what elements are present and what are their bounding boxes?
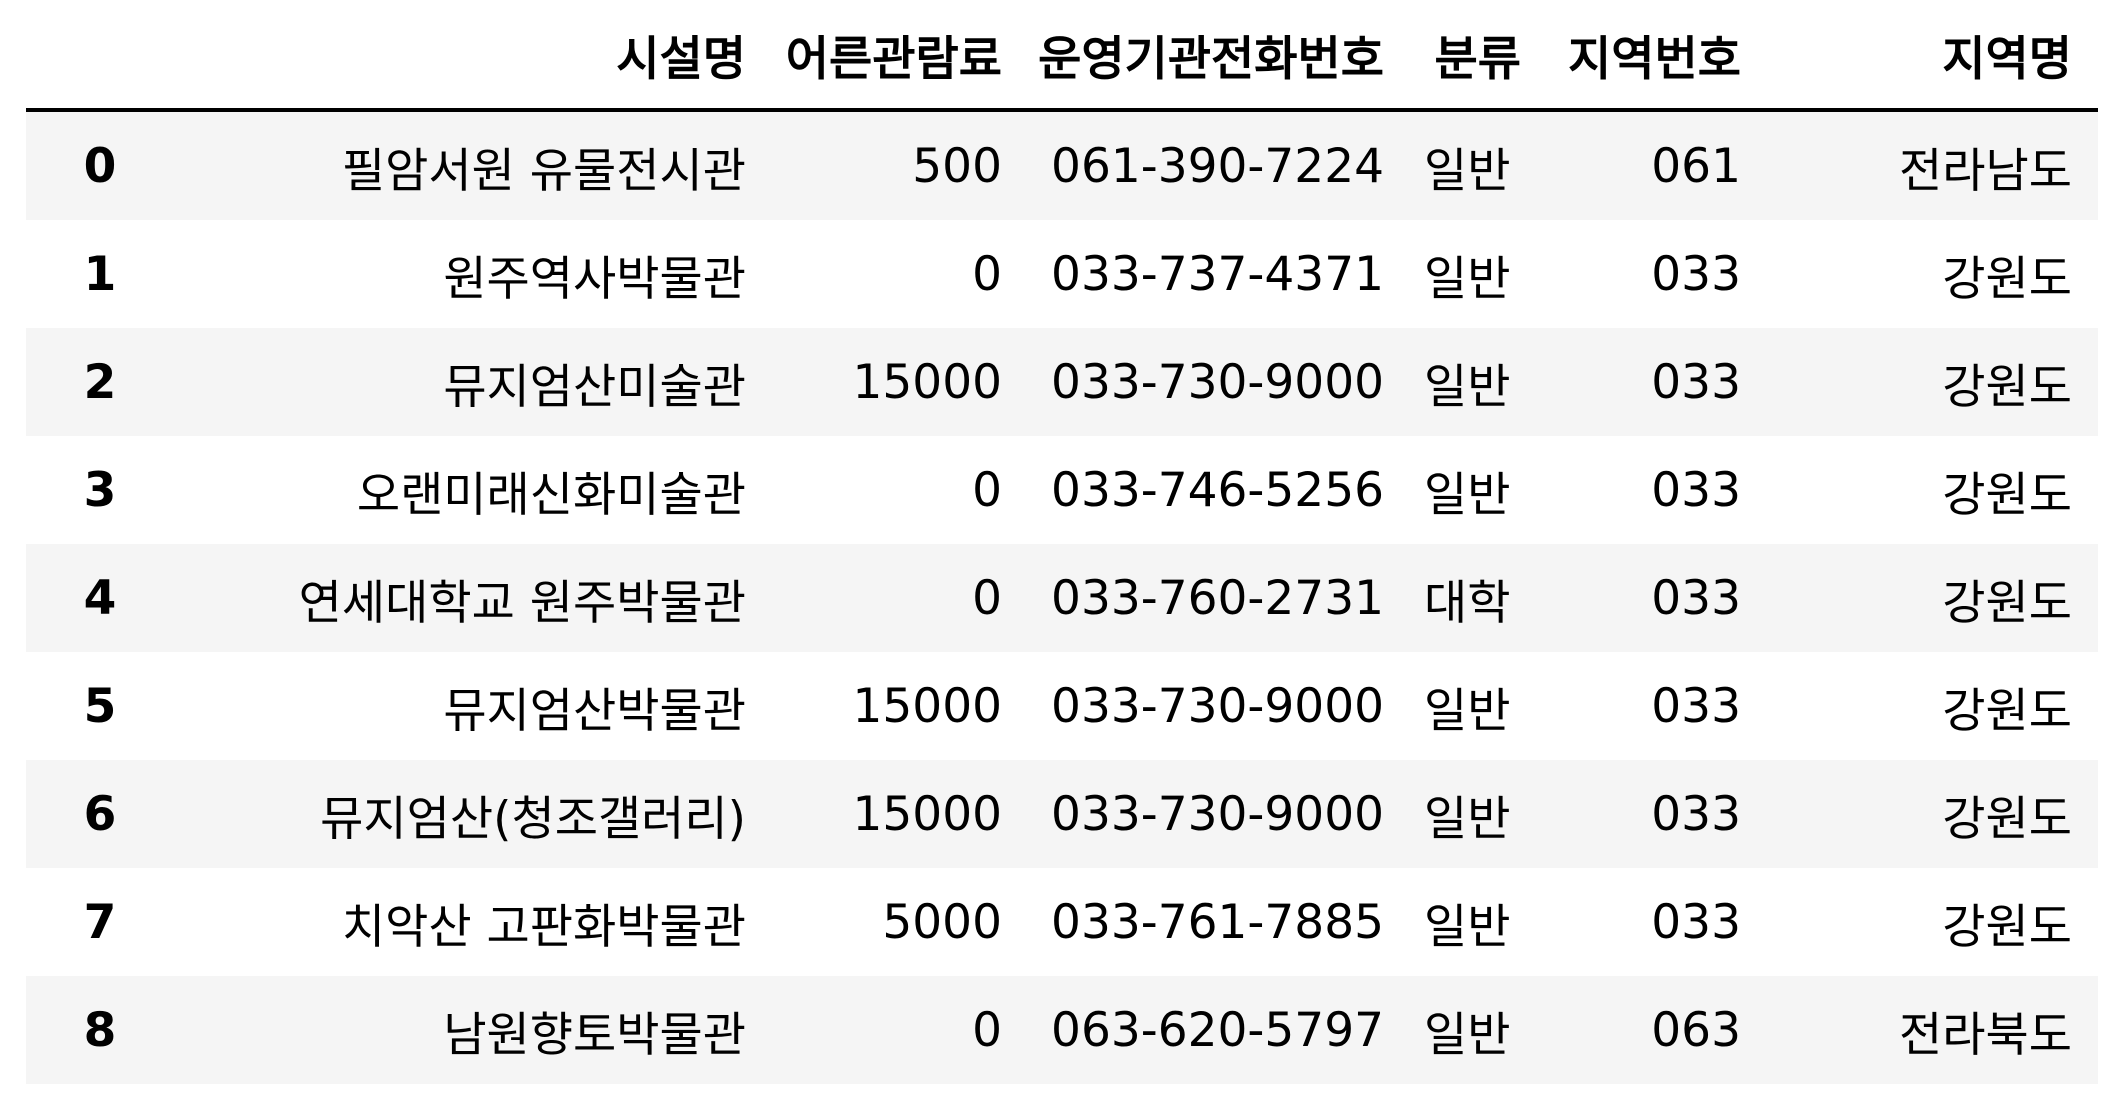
column-header-phone: 운영기관전화번호	[1028, 0, 1410, 112]
row-index: 3	[83, 462, 117, 518]
cell-category: 대학	[1424, 575, 1511, 631]
cell-region: 전라북도	[1899, 1007, 2072, 1063]
row-index: 6	[83, 786, 117, 842]
cell-category: 일반	[1424, 359, 1511, 415]
column-header-adult-fee: 어른관람료	[772, 0, 1028, 112]
cell-area-code: 061	[1651, 138, 1741, 194]
cell-adult-fee: 0	[972, 246, 1002, 302]
cell-area-code: 033	[1651, 570, 1741, 626]
cell-facility-name: 오랜미래신화미술관	[356, 467, 746, 523]
cell-facility-name: 원주역사박물관	[443, 251, 746, 307]
cell-category: 일반	[1424, 791, 1511, 847]
cell-phone: 033-730-9000	[1051, 786, 1384, 842]
table-row: 7 치악산 고판화박물관 5000 033-761-7885 일반 033 강원도	[26, 868, 2098, 976]
row-index: 2	[83, 354, 117, 410]
cell-adult-fee: 15000	[852, 354, 1002, 410]
cell-category: 일반	[1424, 467, 1511, 523]
cell-region: 강원도	[1942, 575, 2072, 631]
cell-facility-name: 필암서원 유물전시관	[341, 143, 746, 199]
cell-phone: 063-620-5797	[1051, 1002, 1384, 1058]
cell-category: 일반	[1424, 899, 1511, 955]
table-row: 5 뮤지엄산박물관 15000 033-730-9000 일반 033 강원도	[26, 652, 2098, 760]
cell-area-code: 033	[1651, 894, 1741, 950]
row-index: 5	[83, 678, 117, 734]
cell-category: 일반	[1424, 251, 1511, 307]
cell-phone: 033-746-5256	[1051, 462, 1384, 518]
dataframe-table: 시설명 어른관람료 운영기관전화번호 분류 지역번호 지역명 0 필암서원 유물전…	[26, 0, 2098, 1084]
cell-category: 일반	[1424, 143, 1511, 199]
cell-category: 일반	[1424, 683, 1511, 739]
cell-adult-fee: 5000	[882, 894, 1002, 950]
cell-facility-name: 뮤지엄산박물관	[443, 683, 746, 739]
cell-region: 강원도	[1942, 467, 2072, 523]
cell-region: 전라남도	[1899, 143, 2072, 199]
table-row: 2 뮤지엄산미술관 15000 033-730-9000 일반 033 강원도	[26, 328, 2098, 436]
cell-facility-name: 연세대학교 원주박물관	[298, 575, 746, 631]
cell-area-code: 033	[1651, 786, 1741, 842]
column-header-region: 지역명	[1767, 0, 2098, 112]
cell-region: 강원도	[1942, 251, 2072, 307]
column-header-facility-name: 시설명	[210, 0, 772, 112]
table-row: 8 남원향토박물관 0 063-620-5797 일반 063 전라북도	[26, 976, 2098, 1084]
cell-area-code: 063	[1651, 1002, 1741, 1058]
row-index: 0	[83, 138, 117, 194]
cell-phone: 033-761-7885	[1051, 894, 1384, 950]
cell-phone: 061-390-7224	[1051, 138, 1384, 194]
cell-adult-fee: 15000	[852, 678, 1002, 734]
table-row: 4 연세대학교 원주박물관 0 033-760-2731 대학 033 강원도	[26, 544, 2098, 652]
index-header	[26, 0, 210, 112]
cell-adult-fee: 0	[972, 1002, 1002, 1058]
cell-facility-name: 남원향토박물관	[443, 1007, 746, 1063]
table-row: 3 오랜미래신화미술관 0 033-746-5256 일반 033 강원도	[26, 436, 2098, 544]
table-row: 1 원주역사박물관 0 033-737-4371 일반 033 강원도	[26, 220, 2098, 328]
cell-area-code: 033	[1651, 354, 1741, 410]
cell-region: 강원도	[1942, 359, 2072, 415]
dataframe-output: 시설명 어른관람료 운영기관전화번호 분류 지역번호 지역명 0 필암서원 유물전…	[26, 0, 2098, 1084]
table-header: 시설명 어른관람료 운영기관전화번호 분류 지역번호 지역명	[26, 0, 2098, 112]
cell-category: 일반	[1424, 1007, 1511, 1063]
row-index: 7	[83, 894, 117, 950]
cell-adult-fee: 0	[972, 570, 1002, 626]
cell-phone: 033-730-9000	[1051, 678, 1384, 734]
cell-area-code: 033	[1651, 678, 1741, 734]
cell-region: 강원도	[1942, 791, 2072, 847]
cell-adult-fee: 0	[972, 462, 1002, 518]
table-body: 0 필암서원 유물전시관 500 061-390-7224 일반 061 전라남도 1 원주역사…	[26, 110, 2098, 1084]
cell-adult-fee: 15000	[852, 786, 1002, 842]
cell-facility-name: 뮤지엄산(청조갤러리)	[320, 791, 746, 847]
column-header-category: 분류	[1410, 0, 1547, 112]
cell-region: 강원도	[1942, 683, 2072, 739]
cell-area-code: 033	[1651, 462, 1741, 518]
row-index: 4	[83, 570, 117, 626]
cell-adult-fee: 500	[912, 138, 1002, 194]
cell-phone: 033-730-9000	[1051, 354, 1384, 410]
table-row: 6 뮤지엄산(청조갤러리) 15000 033-730-9000 일반 033 강원도	[26, 760, 2098, 868]
column-header-area-code: 지역번호	[1547, 0, 1767, 112]
cell-phone: 033-737-4371	[1051, 246, 1384, 302]
cell-area-code: 033	[1651, 246, 1741, 302]
cell-facility-name: 치악산 고판화박물관	[341, 899, 746, 955]
cell-phone: 033-760-2731	[1051, 570, 1384, 626]
row-index: 8	[83, 1002, 117, 1058]
header-row: 시설명 어른관람료 운영기관전화번호 분류 지역번호 지역명	[26, 0, 2098, 112]
table-row: 0 필암서원 유물전시관 500 061-390-7224 일반 061 전라남도	[26, 110, 2098, 220]
row-index: 1	[83, 246, 117, 302]
cell-region: 강원도	[1942, 899, 2072, 955]
cell-facility-name: 뮤지엄산미술관	[443, 359, 746, 415]
